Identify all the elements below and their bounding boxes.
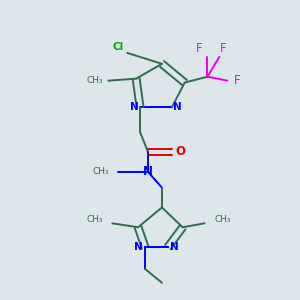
Text: N: N bbox=[134, 242, 142, 252]
Text: CH₃: CH₃ bbox=[86, 215, 103, 224]
Text: N: N bbox=[143, 165, 153, 178]
Text: CH₃: CH₃ bbox=[86, 76, 103, 85]
Text: F: F bbox=[220, 42, 226, 56]
Text: CH₃: CH₃ bbox=[214, 215, 231, 224]
Text: F: F bbox=[196, 42, 203, 56]
Text: N: N bbox=[130, 102, 139, 112]
Text: O: O bbox=[176, 146, 186, 158]
Text: N: N bbox=[173, 102, 182, 112]
Text: CH₃: CH₃ bbox=[92, 167, 109, 176]
Text: Cl: Cl bbox=[113, 42, 124, 52]
Text: F: F bbox=[234, 74, 241, 87]
Text: N: N bbox=[170, 242, 179, 252]
